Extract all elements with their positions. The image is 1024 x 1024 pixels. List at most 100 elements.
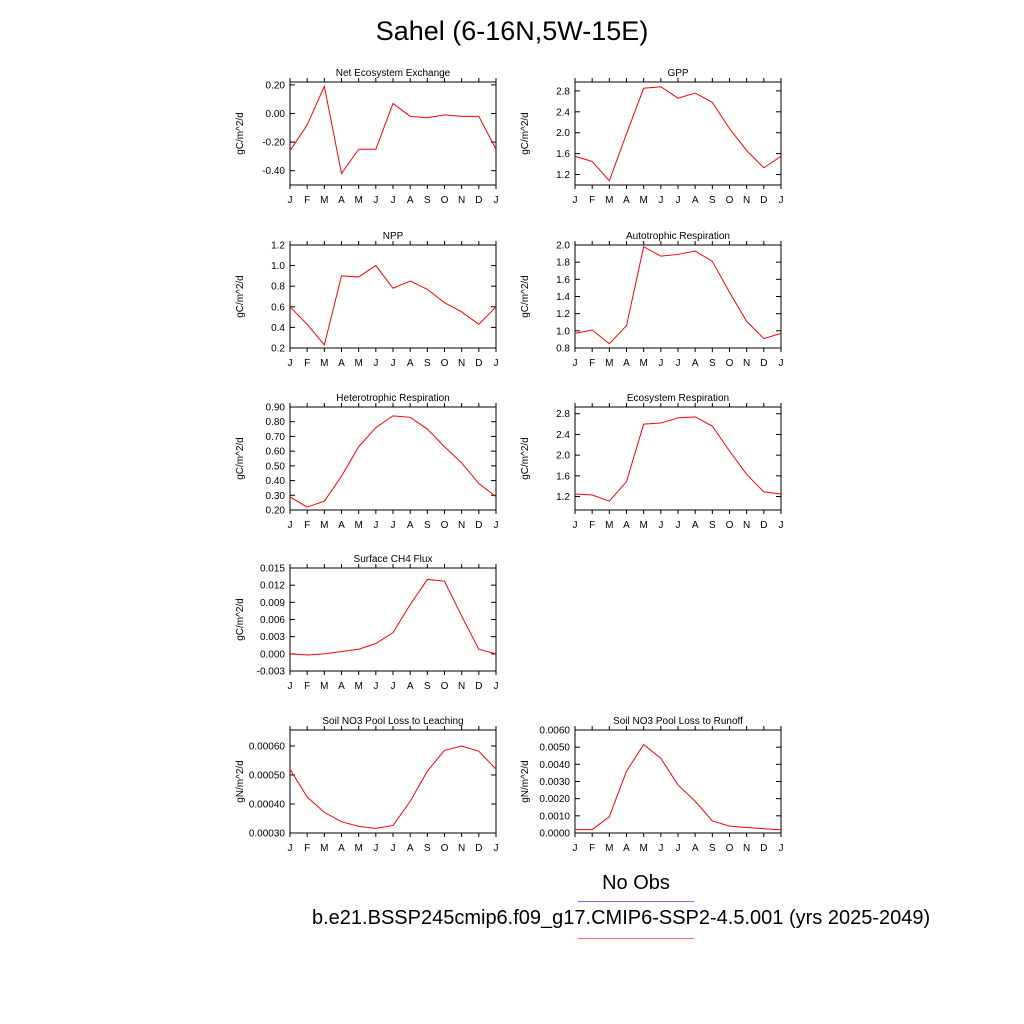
x-tick-label: J bbox=[288, 520, 293, 531]
x-tick-label: M bbox=[605, 843, 613, 854]
x-tick-label: D bbox=[475, 843, 482, 854]
y-tick-label: 0.0000 bbox=[539, 829, 570, 840]
y-tick-label: 1.0 bbox=[556, 326, 570, 337]
x-tick-label: J bbox=[288, 195, 293, 206]
x-tick-label: A bbox=[623, 843, 630, 854]
panel-title: Net Ecosystem Exchange bbox=[336, 68, 451, 79]
panel-title: Soil NO3 Pool Loss to Runoff bbox=[613, 716, 743, 727]
chart-panel: Surface CH4 Flux gC/m^2/d -0.003 0.000 0.003… bbox=[235, 554, 499, 692]
y-axis-label: gC/m^2/d bbox=[520, 275, 531, 318]
y-tick-label: 1.8 bbox=[556, 258, 570, 269]
legend-case-line bbox=[578, 938, 694, 939]
chart-panel: Soil NO3 Pool Loss to LeachinggN/m^2/d0.… bbox=[235, 716, 499, 854]
x-tick-label: J bbox=[373, 358, 378, 369]
series-line bbox=[289, 264, 497, 346]
y-tick-label: 2.0 bbox=[556, 451, 570, 462]
y-tick-label: 1.2 bbox=[556, 492, 570, 503]
x-tick-label: A bbox=[407, 195, 414, 206]
x-tick-label: A bbox=[692, 195, 699, 206]
y-tick-label: 0.80 bbox=[266, 417, 286, 428]
y-tick-label: 0.0010 bbox=[539, 811, 570, 822]
series-line bbox=[575, 743, 782, 831]
x-tick-label: J bbox=[494, 358, 499, 369]
x-tick-label: S bbox=[424, 195, 431, 206]
x-tick-label: N bbox=[458, 195, 465, 206]
x-tick-label: M bbox=[354, 843, 362, 854]
x-tick-label: J bbox=[391, 843, 396, 854]
x-tick-label: A bbox=[623, 195, 630, 206]
x-tick-label: D bbox=[760, 843, 767, 854]
x-tick-label: J bbox=[494, 520, 499, 531]
y-tick-label: 0.00030 bbox=[249, 829, 286, 840]
x-tick-label: A bbox=[338, 681, 345, 692]
x-tick-label: A bbox=[407, 843, 414, 854]
x-tick-label: A bbox=[692, 358, 699, 369]
x-tick-label: J bbox=[391, 681, 396, 692]
x-tick-label: A bbox=[407, 358, 414, 369]
y-tick-label: 0.0030 bbox=[539, 777, 570, 788]
x-tick-label: N bbox=[743, 195, 750, 206]
x-tick-label: O bbox=[726, 843, 734, 854]
y-tick-label: 0.0050 bbox=[539, 743, 570, 754]
x-tick-label: A bbox=[623, 358, 630, 369]
x-tick-label: D bbox=[475, 520, 482, 531]
series-line bbox=[289, 415, 497, 508]
y-tick-label: 1.6 bbox=[556, 149, 570, 160]
y-tick-label: 0.000 bbox=[260, 649, 285, 660]
x-tick-label: M bbox=[605, 195, 613, 206]
x-tick-label: J bbox=[676, 520, 681, 531]
y-tick-label: 0.0020 bbox=[539, 794, 570, 805]
y-axis-label: gC/m^2/d bbox=[235, 598, 246, 641]
x-tick-label: S bbox=[424, 358, 431, 369]
y-tick-label: 1.4 bbox=[556, 292, 570, 303]
y-tick-label: 0.20 bbox=[266, 506, 286, 517]
x-tick-label: S bbox=[709, 520, 716, 531]
series-line bbox=[574, 416, 782, 502]
y-tick-label: 0.00 bbox=[266, 109, 286, 120]
x-tick-label: F bbox=[589, 843, 595, 854]
y-tick-label: 1.6 bbox=[556, 275, 570, 286]
plot-frame bbox=[289, 567, 497, 672]
panel-title: Soil NO3 Pool Loss to Leaching bbox=[322, 716, 463, 727]
plot-frame bbox=[574, 729, 782, 834]
x-tick-label: M bbox=[639, 358, 647, 369]
x-tick-label: D bbox=[475, 681, 482, 692]
x-tick-label: J bbox=[676, 358, 681, 369]
legend-obs-line bbox=[578, 901, 694, 902]
x-tick-label: J bbox=[373, 681, 378, 692]
x-tick-label: O bbox=[441, 681, 449, 692]
series-line bbox=[574, 86, 782, 182]
x-tick-label: M bbox=[354, 195, 362, 206]
x-tick-label: F bbox=[589, 520, 595, 531]
x-tick-label: S bbox=[424, 520, 431, 531]
y-tick-label: 0.0040 bbox=[539, 760, 570, 771]
x-tick-label: J bbox=[494, 681, 499, 692]
y-axis-label: gN/m^2/d bbox=[520, 760, 531, 803]
x-tick-label: J bbox=[658, 843, 663, 854]
x-tick-label: F bbox=[304, 358, 310, 369]
x-tick-label: N bbox=[458, 681, 465, 692]
chart-panel: Autotrophic Respiration gC/m^2/d 0.8 1.0 1.2… bbox=[520, 231, 784, 369]
x-tick-label: M bbox=[639, 195, 647, 206]
x-tick-label: A bbox=[692, 843, 699, 854]
y-tick-label: 1.6 bbox=[556, 471, 570, 482]
x-tick-label: F bbox=[589, 358, 595, 369]
plot-frame bbox=[289, 406, 497, 511]
x-tick-label: N bbox=[458, 358, 465, 369]
x-tick-label: M bbox=[354, 358, 362, 369]
plot-frame bbox=[574, 81, 782, 186]
y-tick-label: 1.0 bbox=[271, 261, 285, 272]
y-tick-label: 0.70 bbox=[266, 432, 286, 443]
x-tick-label: N bbox=[743, 843, 750, 854]
x-tick-label: O bbox=[441, 358, 449, 369]
x-tick-label: M bbox=[320, 843, 328, 854]
x-tick-label: J bbox=[658, 358, 663, 369]
x-tick-label: J bbox=[573, 520, 578, 531]
x-tick-label: J bbox=[373, 843, 378, 854]
x-tick-label: J bbox=[779, 358, 784, 369]
x-tick-label: M bbox=[605, 520, 613, 531]
y-tick-label: 1.2 bbox=[556, 170, 570, 181]
y-tick-label: 2.8 bbox=[556, 86, 570, 97]
